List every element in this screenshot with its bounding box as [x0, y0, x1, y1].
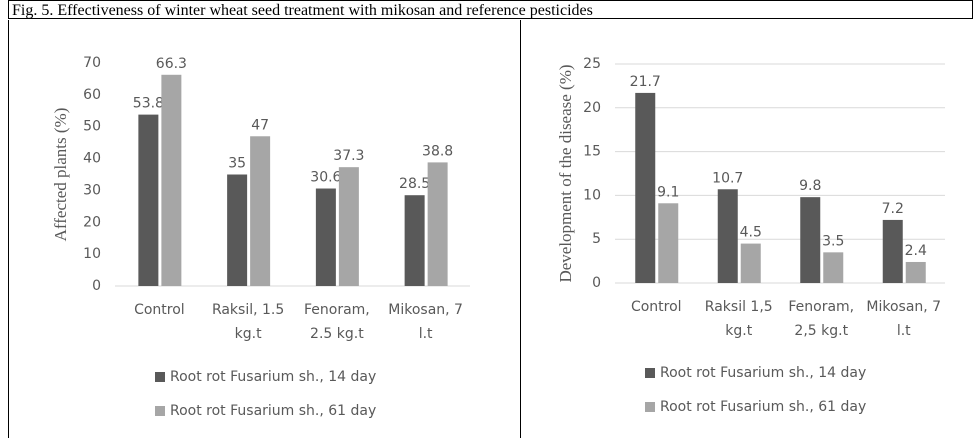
value-label: 9.8: [799, 178, 821, 194]
value-label: 53.8: [133, 96, 164, 112]
value-label: 38.8: [422, 143, 453, 159]
y-tick-label: 30: [83, 182, 101, 198]
y-axis-title: Affected plants (%): [51, 108, 70, 242]
legend-swatch: [155, 372, 165, 382]
x-tick-label: Raksil, 1.5 kg.t: [211, 302, 285, 342]
y-tick-label: 0: [592, 275, 601, 291]
bar: [338, 167, 359, 286]
value-label: 37.3: [333, 148, 364, 164]
value-label: 21.7: [630, 74, 661, 90]
value-label: 28.5: [399, 176, 430, 192]
legend-label: Root rot Fusarium sh., 61 day: [660, 399, 866, 415]
y-tick-label: 70: [83, 55, 101, 71]
bar: [315, 188, 336, 286]
y-tick-label: 40: [83, 151, 101, 167]
value-label: 66.3: [156, 56, 187, 72]
x-tick-label: Raksil 1,5 kg.t: [704, 299, 773, 339]
x-tick-label: Fenoram, 2.5 kg.t: [303, 302, 370, 342]
y-tick-label: 25: [583, 56, 601, 72]
value-label: 47: [251, 117, 269, 133]
bar: [161, 74, 182, 286]
bar: [404, 195, 425, 286]
x-tick-label: Control: [630, 299, 682, 315]
x-tick-label: Fenoram, 2,5 kg.t: [788, 299, 855, 339]
legend-label: Root rot Fusarium sh., 14 day: [170, 369, 376, 385]
bar: [905, 261, 926, 283]
bar: [658, 203, 679, 283]
y-tick-label: 10: [83, 246, 101, 262]
value-label: 2.4: [905, 243, 927, 259]
value-label: 4.5: [740, 225, 762, 241]
bar: [250, 136, 271, 286]
bar: [227, 174, 248, 286]
x-tick-label: Control: [134, 302, 185, 318]
bar: [138, 114, 159, 286]
legend-swatch: [645, 402, 655, 412]
x-tick-label: Mikosan, 7 l.t: [866, 299, 942, 339]
value-label: 10.7: [712, 170, 743, 186]
bar: [635, 92, 656, 284]
value-label: 30.6: [310, 170, 341, 186]
bar: [717, 189, 738, 283]
figure-caption: Fig. 5. Effectiveness of winter wheat se…: [8, 0, 973, 19]
y-tick-label: 20: [583, 100, 601, 116]
bar: [800, 197, 821, 283]
value-label: 9.1: [657, 184, 679, 200]
bar: [740, 243, 761, 283]
y-tick-label: 10: [583, 187, 601, 203]
value-label: 3.5: [822, 233, 844, 249]
legend-swatch: [645, 368, 655, 378]
legend-label: Root rot Fusarium sh., 14 day: [660, 365, 866, 381]
bar: [823, 252, 844, 283]
value-label: 35: [228, 156, 246, 172]
x-tick-label: Mikosan, 7 l.t: [388, 302, 463, 342]
y-tick-label: 15: [583, 144, 601, 160]
y-tick-label: 20: [83, 214, 101, 230]
y-tick-label: 5: [592, 231, 601, 247]
value-label: 7.2: [882, 201, 904, 217]
y-tick-label: 0: [92, 278, 101, 294]
legend-swatch: [155, 406, 165, 416]
bar: [427, 162, 448, 286]
y-axis-title: Development of the disease (%): [556, 64, 575, 282]
y-tick-label: 50: [83, 119, 101, 135]
y-tick-label: 60: [83, 87, 101, 103]
legend-label: Root rot Fusarium sh., 61 day: [170, 403, 376, 419]
bar: [882, 219, 903, 283]
